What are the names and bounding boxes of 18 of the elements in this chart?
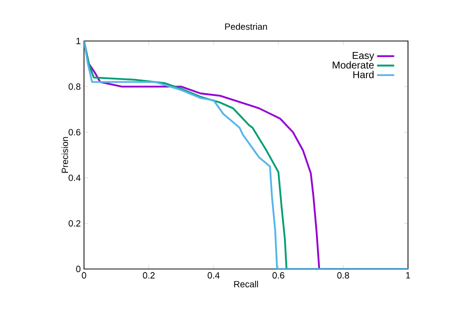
legend-label: Easy: [352, 52, 374, 61]
x-tick-label: 0.6: [272, 272, 284, 279]
y-axis-title: Precision: [61, 137, 68, 173]
y-tick-label: 1: [76, 38, 80, 44]
y-tick-label: 0.8: [68, 83, 80, 90]
x-axis-title: Recall: [234, 280, 258, 288]
x-tick-label: 0.2: [142, 272, 155, 279]
y-tick-label: 0.2: [68, 220, 80, 227]
legend-label: Hard: [353, 70, 374, 78]
chart-title: Pedestrian: [225, 23, 267, 30]
y-tick-label: 0.6: [68, 129, 80, 136]
x-tick-label: 0.8: [337, 272, 350, 279]
legend-label: Moderate: [332, 61, 374, 69]
y-tick-label: 0: [76, 266, 80, 272]
x-tick-label: 0: [82, 272, 86, 279]
x-tick-label: 0.4: [208, 272, 220, 279]
x-tick-label: 1: [406, 272, 410, 278]
y-tick-label: 0.4: [68, 174, 81, 181]
